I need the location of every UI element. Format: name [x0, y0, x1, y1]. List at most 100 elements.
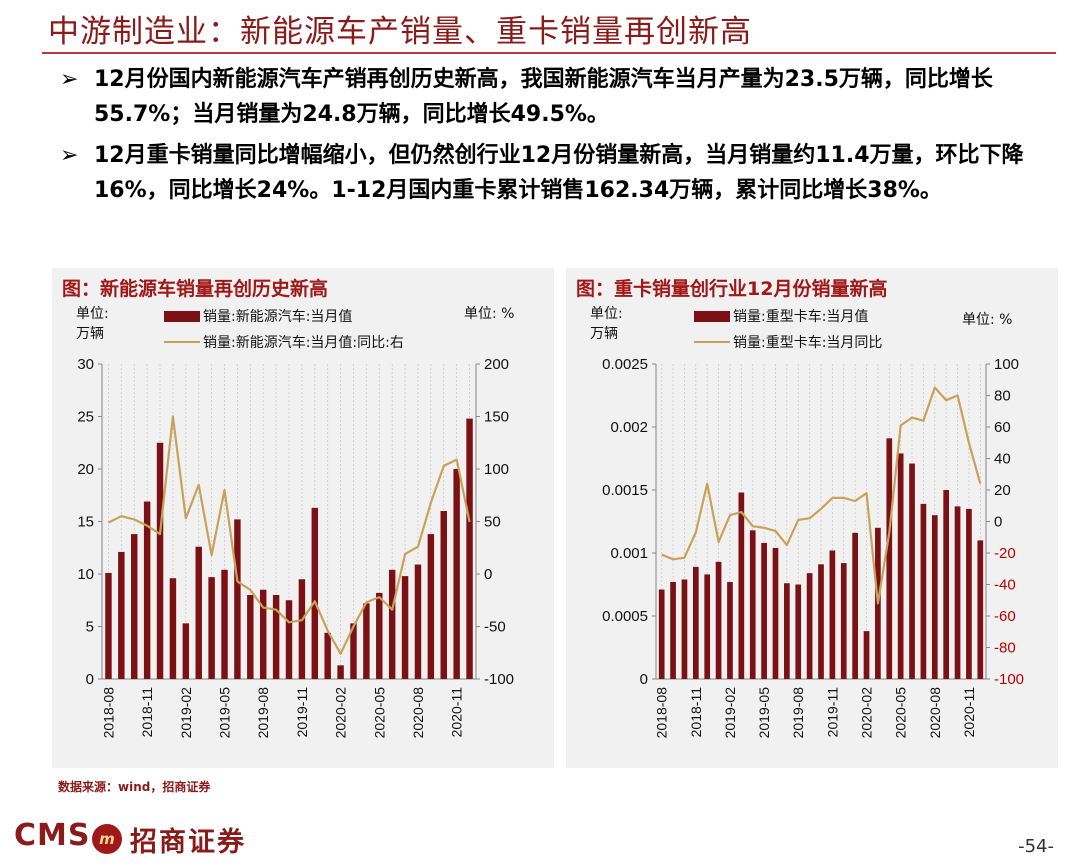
y-right-tick-label: -50: [484, 619, 506, 636]
bar: [795, 584, 802, 679]
bar: [658, 589, 665, 679]
bar: [931, 515, 938, 679]
y-left-tick-label: 0.0015: [602, 482, 648, 499]
cms-logo-text: CMS: [14, 818, 91, 853]
y-left-tick-label: 0: [86, 671, 94, 688]
x-tick-label: 2019-02: [178, 687, 194, 739]
y-left-tick-label: 20: [77, 461, 94, 478]
bar: [259, 589, 267, 679]
bar: [692, 566, 699, 679]
chart-title: 图：重卡销量创行业12月份销量新高: [576, 278, 888, 300]
x-tick-label: 2018-08: [100, 687, 116, 739]
bar: [298, 579, 306, 679]
y-left-tick-label: 15: [77, 514, 94, 531]
bar: [453, 469, 460, 679]
y-right-tick-label: 100: [994, 356, 1019, 373]
legend-line-swatch: [694, 341, 730, 343]
x-tick-label: 2020-02: [859, 687, 875, 739]
bar: [829, 550, 836, 679]
bullet-item: ➢ 12月重卡销量同比增幅缩小，但仍然创行业12月份销量新高，当月销量约11.4…: [58, 138, 1058, 208]
bar: [966, 508, 972, 679]
y-right-tick-label: 80: [994, 388, 1011, 405]
x-tick-label: 2020-11: [449, 687, 465, 738]
y-left-tick-label: 5: [86, 619, 94, 636]
bullet-text: 12月重卡销量同比增幅缩小，但仍然创行业12月份销量新高，当月销量约11.4万量…: [94, 143, 1024, 203]
x-tick-label: 2019-05: [217, 687, 233, 739]
y-right-tick-label: -80: [994, 640, 1016, 657]
x-tick-label: 2020-08: [927, 687, 943, 739]
heavy-truck-chart: 0 0.0005 0.001 0.0015 0.002 0.0025 -100 -80 -60 -…: [602, 356, 1024, 739]
cms-emblem-icon: m: [92, 824, 122, 854]
bar: [772, 547, 779, 679]
x-tick-label: 2019-11: [824, 687, 840, 738]
legend-line-item: 销量:重型卡车:当月同比: [694, 332, 882, 352]
bar: [749, 530, 756, 679]
bar: [761, 542, 767, 679]
bar: [897, 453, 904, 679]
y-right-tick-label: 150: [484, 409, 509, 426]
bar: [247, 595, 254, 679]
bar: [131, 534, 138, 679]
x-tick-label: 2018-11: [688, 687, 704, 738]
bar: [909, 463, 915, 679]
bar: [954, 506, 961, 679]
y-right-tick-label: -100: [994, 671, 1024, 688]
x-tick-label: 2019-11: [294, 687, 310, 738]
x-tick-label: 2019-08: [255, 687, 271, 739]
bar: [977, 540, 984, 679]
unit-right-label: 单位: %: [962, 312, 1013, 328]
title-divider: [42, 52, 1056, 54]
y-right-tick-label: -100: [484, 671, 514, 688]
bar: [738, 492, 745, 679]
series-line: [107, 415, 471, 655]
bar: [118, 551, 125, 679]
bar: [704, 574, 711, 679]
page-title: 中游制造业：新能源车产销量、重卡销量再创新高: [48, 14, 752, 50]
unit-left-label: 单位: 万辆: [76, 306, 109, 342]
bar: [169, 578, 177, 679]
series-line: [661, 386, 982, 605]
bar: [234, 519, 241, 679]
legend-line-swatch: [164, 341, 200, 343]
bar: [806, 573, 813, 679]
x-tick-label: 2020-11: [961, 687, 977, 738]
page-number: -54-: [1018, 836, 1054, 857]
bar: [156, 442, 164, 679]
x-tick-label: 2018-11: [139, 687, 155, 738]
y-right-tick-label: 0: [484, 566, 492, 583]
bar: [727, 581, 733, 679]
x-tick-label: 2019-05: [756, 687, 772, 739]
bar: [440, 511, 447, 679]
bar: [105, 572, 112, 679]
arrow-bullet-icon: ➢: [60, 67, 79, 92]
y-right-tick-label: 40: [994, 451, 1011, 468]
y-left-tick-label: 0.0025: [602, 356, 648, 373]
y-left-tick-label: 25: [77, 409, 94, 426]
bullet-text: 12月份国内新能源汽车产销再创历史新高，我国新能源汽车当月产量为23.5万辆，同…: [94, 67, 993, 127]
legend-bar-item: 销量:重型卡车:当月值: [694, 306, 868, 326]
arrow-bullet-icon: ➢: [60, 143, 79, 168]
bullet-item: ➢ 12月份国内新能源汽车产销再创历史新高，我国新能源汽车当月产量为23.5万辆…: [58, 62, 1058, 132]
bar: [195, 546, 202, 679]
bar: [784, 583, 790, 679]
y-right-tick-label: 0: [994, 514, 1002, 531]
bar: [818, 564, 824, 679]
bar: [401, 576, 409, 679]
y-left-tick-label: 0.002: [610, 419, 648, 436]
legend-bar-swatch: [694, 310, 730, 322]
x-tick-label: 2019-02: [722, 687, 738, 739]
bar: [414, 564, 422, 679]
bar: [920, 503, 927, 679]
y-right-tick-label: -60: [994, 608, 1016, 625]
y-right-tick-label: 20: [994, 482, 1011, 499]
bar: [863, 631, 870, 679]
bar: [182, 623, 190, 679]
bar: [681, 579, 688, 679]
unit-right-label: 单位: %: [464, 306, 515, 322]
bar: [324, 632, 331, 679]
bar: [221, 569, 228, 679]
x-tick-label: 2019-08: [790, 687, 806, 739]
bar: [337, 665, 344, 679]
x-tick-label: 2020-05: [893, 687, 909, 739]
y-right-tick-label: -40: [994, 577, 1016, 594]
